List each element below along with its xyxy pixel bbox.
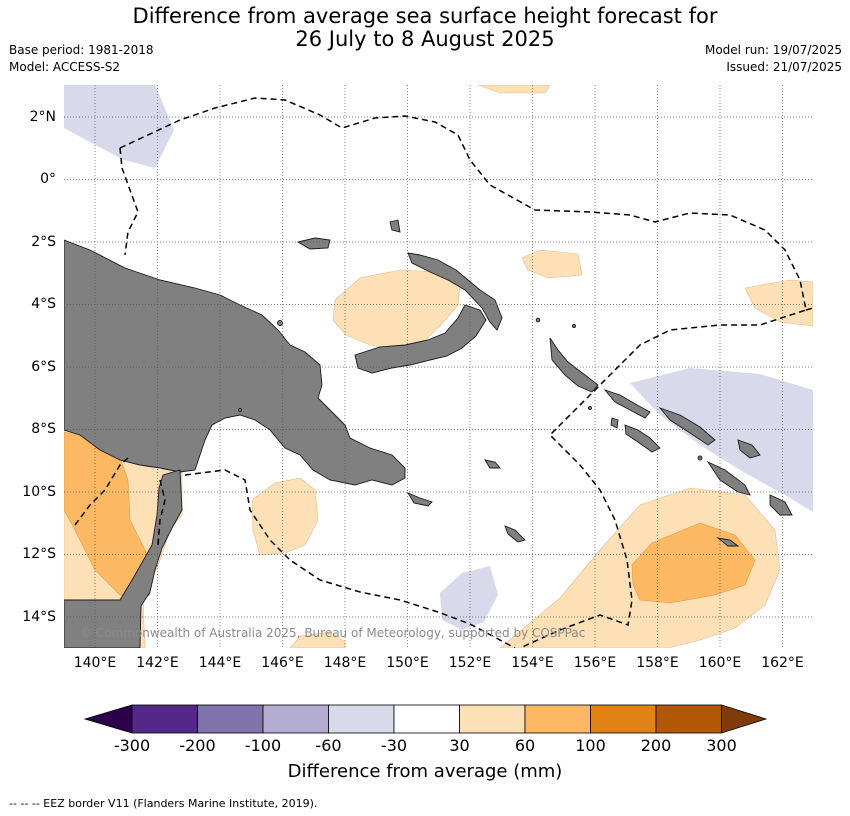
colorbar-tick: -200	[179, 736, 216, 755]
lat-label: 2°S	[31, 234, 56, 250]
lon-label: 144°E	[198, 655, 242, 671]
lat-label: 14°S	[22, 609, 56, 625]
colorbar-extend-low	[83, 704, 133, 734]
lon-label: 162°E	[761, 655, 804, 671]
colorbar-tick: -100	[244, 736, 282, 755]
lon-label: 150°E	[386, 655, 429, 671]
colorbar-tick: 300	[706, 736, 737, 755]
colorbar-tick: -300	[113, 736, 151, 755]
colorbar-extend-high	[721, 704, 768, 734]
colorbar-tick: -30	[380, 736, 408, 755]
model-name: Model: ACCESS-S2	[9, 60, 121, 74]
issued-date: Issued: 21/07/2025	[726, 60, 842, 74]
map-title-line1: Difference from average sea surface heig…	[132, 4, 718, 28]
map-area	[64, 85, 813, 648]
lat-label: 4°S	[31, 296, 56, 312]
lon-label: 148°E	[323, 655, 367, 671]
colorbar-tick: -60	[315, 736, 342, 755]
colorbar-bin	[328, 704, 395, 734]
colorbar-bin	[590, 704, 657, 734]
lat-label: 6°S	[31, 359, 56, 375]
new-ireland	[407, 252, 503, 331]
lon-label: 158°E	[636, 655, 679, 671]
colorbar-bin	[262, 704, 329, 734]
lon-label: 160°E	[698, 655, 742, 671]
lon-label: 142°E	[136, 655, 179, 671]
colorbar-bin	[131, 704, 198, 734]
lon-label: 154°E	[511, 655, 554, 671]
lat-label: 2°N	[29, 109, 56, 125]
colorbar-bin	[655, 704, 722, 734]
lon-label: 146°E	[261, 655, 304, 671]
colorbar-tick: 200	[640, 736, 672, 755]
map-title-line2: 26 July to 8 August 2025	[295, 27, 555, 51]
new-britain	[354, 304, 487, 374]
colorbar-tick: 60	[514, 736, 536, 755]
new-guinea	[64, 239, 406, 486]
lon-label: 140°E	[73, 655, 117, 671]
copyright-notice: © Commonwealth of Australia 2025, Bureau…	[80, 626, 586, 640]
cape-york	[64, 469, 183, 648]
lat-label: 10°S	[22, 484, 56, 500]
eez-legend: -- -- -- EEZ border V11 (Flanders Marine…	[9, 797, 318, 810]
lon-label: 156°E	[573, 655, 617, 671]
colorbar-tick: 100	[575, 736, 606, 755]
colorbar-bin	[197, 704, 264, 734]
colorbar	[83, 704, 768, 734]
lat-label: 0°	[40, 171, 56, 187]
land-masses	[64, 219, 793, 648]
lat-label: 8°S	[31, 421, 56, 437]
model-run: Model run: 19/07/2025	[704, 43, 842, 57]
graticule	[64, 85, 813, 648]
colorbar-bin	[459, 704, 526, 734]
negative-anomaly-regions	[64, 85, 813, 630]
colorbar-bin	[524, 704, 591, 734]
colorbar-label: Difference from average (mm)	[287, 761, 563, 782]
lon-label: 152°E	[448, 655, 492, 671]
colorbar-bin	[393, 704, 460, 734]
base-period: Base period: 1981-2018	[9, 43, 154, 57]
eez-border	[74, 97, 813, 648]
colorbar-tick: 30	[449, 736, 470, 755]
lat-label: 12°S	[22, 546, 56, 562]
